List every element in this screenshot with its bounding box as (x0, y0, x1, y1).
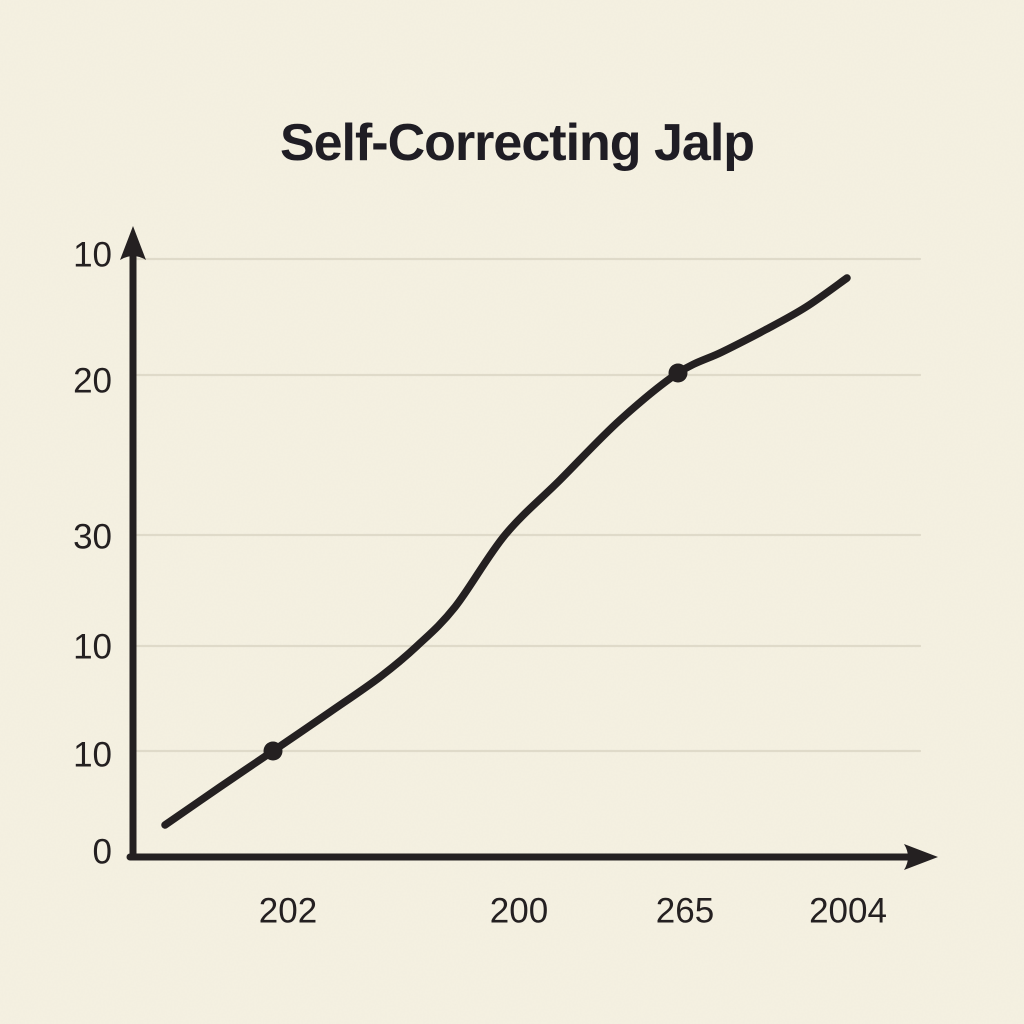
tick-labels-group: 10 20 30 10 10 0 202 200 265 2004 (73, 236, 887, 931)
y-tick-label: 10 (73, 236, 112, 275)
x-tick-label: 265 (656, 892, 714, 931)
data-series-line (161, 274, 851, 829)
y-axis-arrowhead (120, 226, 146, 260)
data-point-marker (668, 363, 688, 383)
data-point-marker (263, 741, 283, 761)
chart-title: Self-Correcting Jalp (280, 114, 754, 172)
series-group (161, 274, 851, 829)
axes-group (120, 226, 938, 870)
y-tick-label: 30 (73, 518, 112, 557)
y-tick-label: 0 (93, 833, 112, 872)
y-tick-label: 10 (73, 628, 112, 667)
x-tick-label: 2004 (809, 892, 887, 931)
x-axis-arrowhead (904, 844, 938, 870)
y-tick-label: 20 (73, 362, 112, 401)
x-tick-label: 200 (490, 892, 548, 931)
x-tick-label: 202 (259, 892, 317, 931)
y-tick-label: 10 (73, 736, 112, 775)
